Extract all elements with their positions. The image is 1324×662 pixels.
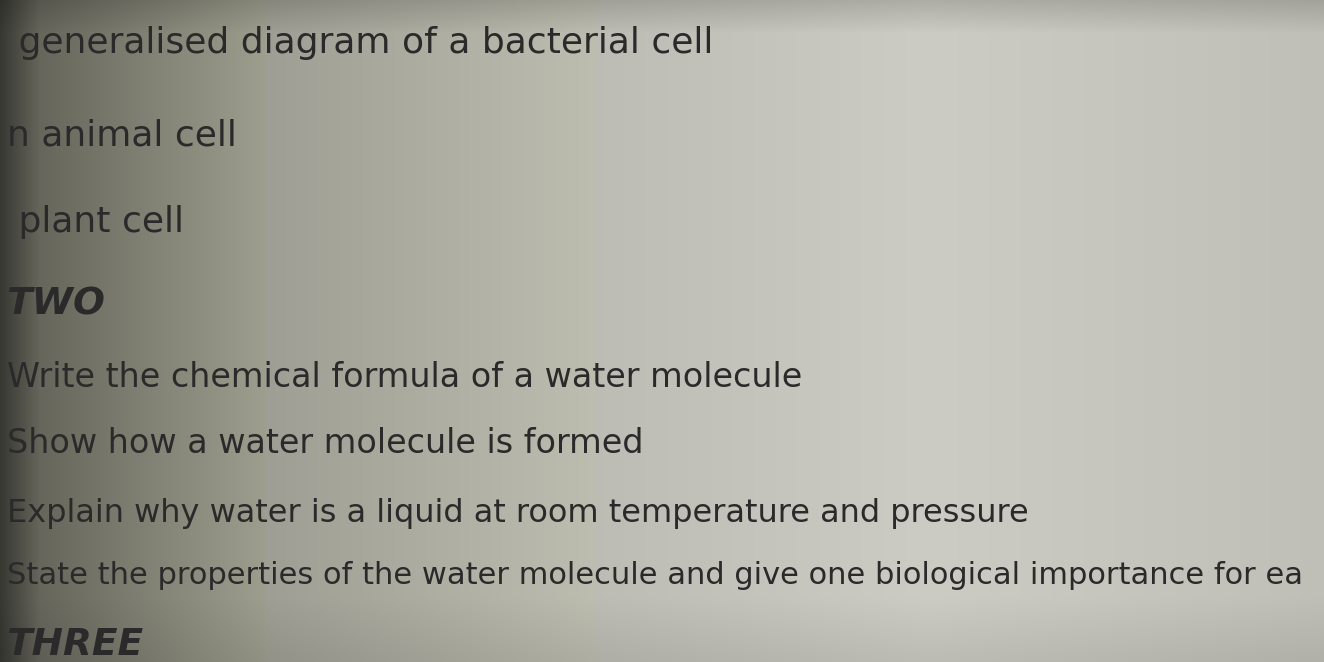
- Text: THREE: THREE: [7, 628, 144, 662]
- Text: Show how a water molecule is formed: Show how a water molecule is formed: [7, 427, 643, 460]
- Text: Write the chemical formula of a water molecule: Write the chemical formula of a water mo…: [7, 361, 802, 394]
- Text: generalised diagram of a bacterial cell: generalised diagram of a bacterial cell: [7, 26, 714, 60]
- Text: State the properties of the water molecule and give one biological importance fo: State the properties of the water molecu…: [7, 561, 1303, 591]
- Text: Explain why water is a liquid at room temperature and pressure: Explain why water is a liquid at room te…: [7, 498, 1029, 528]
- Text: TWO: TWO: [7, 287, 106, 322]
- Text: n animal cell: n animal cell: [7, 118, 237, 153]
- Text: plant cell: plant cell: [7, 205, 184, 239]
